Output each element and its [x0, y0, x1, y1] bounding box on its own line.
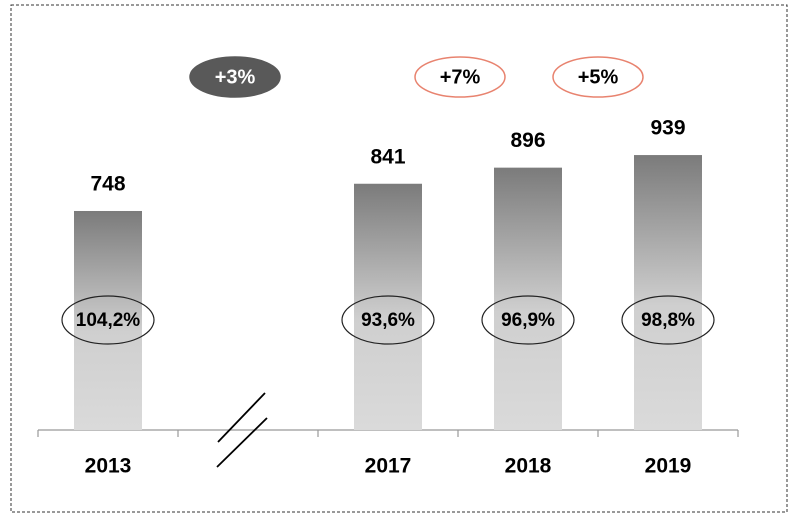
value-label: 841: [370, 145, 405, 168]
value-label: 748: [90, 173, 125, 196]
ratio-label: 93,6%: [361, 310, 415, 331]
value-label: 896: [510, 129, 545, 152]
growth-label: +5%: [578, 66, 619, 88]
x-tick-label: 2017: [365, 455, 412, 478]
axis-break: [216, 417, 268, 468]
ratio-label: 98,8%: [641, 310, 695, 331]
ratio-ellipse: [61, 295, 155, 345]
growth-bubble: [552, 56, 644, 98]
value-label: 939: [650, 117, 685, 140]
growth-label: +7%: [440, 66, 481, 88]
growth-bubble: [414, 56, 506, 98]
frame: [10, 4, 788, 513]
ratio-label: 96,9%: [501, 310, 555, 331]
bar: [74, 210, 142, 430]
growth-label: +3%: [215, 66, 256, 88]
bar: [634, 155, 702, 431]
ratio-label: 104,2%: [76, 310, 141, 331]
bar: [354, 183, 422, 430]
axis-break: [217, 392, 266, 443]
x-tick-label: 2018: [505, 455, 552, 478]
ratio-ellipse: [341, 295, 435, 345]
ratio-ellipse: [481, 295, 575, 345]
ratio-ellipse: [621, 295, 715, 345]
x-tick-label: 2019: [645, 455, 692, 478]
growth-bubble: [189, 56, 281, 98]
x-tick-label: 2013: [85, 455, 132, 478]
